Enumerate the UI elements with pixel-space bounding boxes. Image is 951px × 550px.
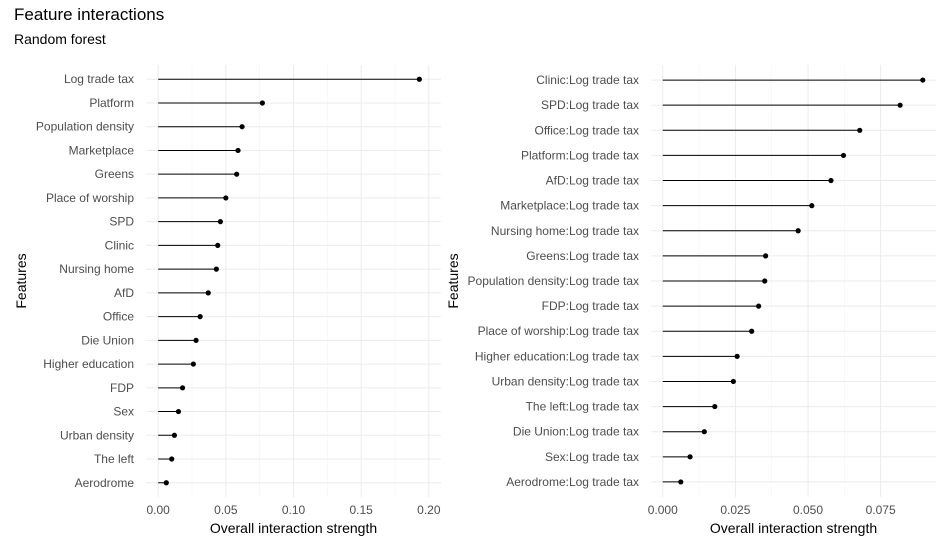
- lollipop-point: [749, 328, 755, 334]
- lollipop-point: [213, 266, 219, 272]
- lollipop-point: [701, 429, 707, 435]
- y-tick-label: Higher education: [43, 357, 134, 371]
- lollipop-point: [897, 102, 903, 108]
- y-tick-label: Nursing home: [59, 262, 134, 276]
- lollipop-point: [416, 76, 422, 82]
- lollipop-point: [756, 303, 762, 309]
- lollipop-point: [163, 480, 169, 486]
- lollipop-point: [687, 454, 693, 460]
- lollipop-point: [734, 353, 740, 359]
- lollipop-point: [234, 171, 240, 177]
- y-tick-label: Population density: [36, 120, 134, 134]
- x-axis-title: Overall interaction strength: [710, 520, 877, 536]
- lollipop-point: [223, 195, 229, 201]
- lollipop-point: [828, 177, 834, 184]
- y-tick-label: Urban density: [60, 428, 134, 442]
- y-tick-label: Place of worship: [46, 191, 134, 205]
- lollipop-point: [205, 290, 211, 296]
- lollipop-point: [763, 253, 769, 259]
- y-tick-label: Greens:Log trade tax: [526, 249, 639, 263]
- lollipop-point: [678, 479, 684, 485]
- lollipop-point: [193, 337, 199, 343]
- y-tick-label: Aerodrome: [75, 476, 135, 490]
- y-tick-label: SPD:Log trade tax: [541, 98, 639, 112]
- x-tick-label: 0.025: [720, 503, 750, 517]
- x-tick-label: 0.15: [349, 503, 373, 517]
- lollipop-point: [857, 127, 863, 133]
- y-tick-label: Office: [103, 310, 134, 324]
- y-tick-label: Die Union:Log trade tax: [513, 425, 639, 439]
- chart-title: Feature interactions: [14, 5, 165, 24]
- y-tick-label: The left:Log trade tax: [526, 400, 639, 414]
- lollipop-point: [840, 152, 847, 159]
- lollipop-point: [217, 219, 224, 225]
- chart-subtitle: Random forest: [14, 31, 106, 47]
- y-tick-label: The left: [94, 452, 135, 466]
- lollipop-point: [175, 408, 182, 415]
- y-tick-label: Place of worship:Log trade tax: [478, 324, 639, 338]
- y-tick-label: Marketplace: [69, 143, 135, 157]
- lollipop-point: [215, 242, 221, 248]
- y-tick-label: Log trade tax: [64, 72, 134, 86]
- x-tick-label: 0.000: [648, 503, 678, 517]
- lollipop-point: [190, 361, 196, 367]
- y-tick-label: FDP: [110, 381, 134, 395]
- y-tick-label: Clinic: [105, 238, 134, 252]
- y-tick-label: Die Union: [81, 333, 134, 347]
- lollipop-point: [179, 385, 186, 391]
- y-tick-label: Office:Log trade tax: [534, 123, 639, 137]
- lollipop-point: [171, 432, 178, 438]
- lollipop-point: [712, 403, 718, 410]
- x-tick-label: 0.10: [282, 503, 306, 517]
- y-axis-title: Features: [13, 253, 29, 308]
- y-tick-label: Platform:Log trade tax: [521, 148, 639, 162]
- y-tick-label: Marketplace:Log trade tax: [500, 199, 639, 213]
- y-tick-label: Higher education:Log trade tax: [475, 349, 639, 363]
- y-tick-label: Nursing home:Log trade tax: [491, 224, 639, 238]
- x-axis-title: Overall interaction strength: [210, 520, 377, 536]
- y-tick-label: Sex:Log trade tax: [545, 450, 639, 464]
- y-tick-label: FDP:Log trade tax: [542, 299, 639, 313]
- y-tick-label: AfD: [114, 286, 134, 300]
- y-tick-label: Greens: [95, 167, 134, 181]
- x-tick-label: 0.05: [214, 503, 238, 517]
- lollipop-point: [169, 456, 175, 462]
- lollipop-point: [795, 228, 801, 234]
- x-tick-label: 0.050: [793, 503, 823, 517]
- lollipop-point: [197, 314, 203, 320]
- y-tick-label: Clinic:Log trade tax: [536, 73, 639, 87]
- y-axis-title: Features: [445, 253, 461, 308]
- lollipop-point: [809, 203, 815, 209]
- y-tick-label: AfD:Log trade tax: [546, 174, 639, 188]
- lollipop-point: [259, 100, 265, 106]
- lollipop-point: [239, 124, 245, 130]
- x-tick-label: 0.20: [417, 503, 441, 517]
- y-tick-label: SPD: [109, 215, 134, 229]
- x-tick-label: 0.00: [146, 503, 170, 517]
- lollipop-point: [762, 278, 768, 284]
- y-tick-label: Aerodrome:Log trade tax: [506, 475, 639, 489]
- lollipop-point: [920, 77, 926, 83]
- lollipop-point: [730, 378, 736, 385]
- y-tick-label: Population density:Log trade tax: [468, 274, 639, 288]
- lollipop-point: [235, 147, 241, 154]
- x-tick-label: 0.075: [866, 503, 896, 517]
- y-tick-label: Platform: [89, 96, 134, 110]
- y-tick-label: Sex: [113, 405, 134, 419]
- y-tick-label: Urban density:Log trade tax: [492, 374, 639, 388]
